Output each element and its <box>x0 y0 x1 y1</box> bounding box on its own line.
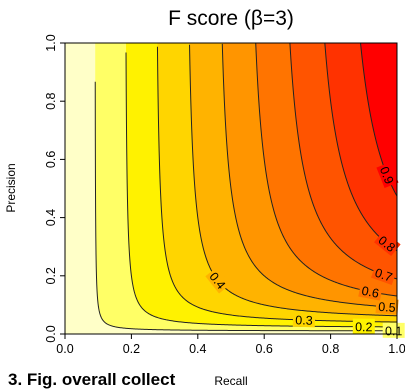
y-axis-label: Precision <box>4 163 18 212</box>
svg-text:0.1: 0.1 <box>385 324 402 338</box>
x-tick-label: 0.4 <box>189 342 206 356</box>
contour-label-0.6: 0.6 <box>358 281 383 301</box>
y-tick-label: 0.4 <box>44 209 58 226</box>
y-tick-label: 0.6 <box>44 151 58 168</box>
x-tick-label: 0.2 <box>123 342 140 356</box>
figure-caption: 3. Fig. overall collect <box>8 370 176 389</box>
x-tick-label: 0.0 <box>56 342 73 356</box>
contour-labels: 0.10.20.30.40.50.60.70.80.9 <box>205 162 405 338</box>
x-tick-label: 0.6 <box>256 342 273 356</box>
contour-line-0.3 <box>156 46 397 323</box>
chart-title: F score (β=3) <box>168 7 294 30</box>
contour-label-0.7: 0.7 <box>370 263 397 285</box>
y-tick-label: 0.0 <box>44 325 58 342</box>
svg-text:0.3: 0.3 <box>295 313 313 328</box>
contour-label-0.3: 0.3 <box>292 311 316 328</box>
plot-frame <box>64 42 398 335</box>
contour-line-0.7 <box>289 43 397 280</box>
svg-text:0.7: 0.7 <box>373 266 394 285</box>
x-axis-label: Recall <box>214 374 247 388</box>
x-tick-label: 0.8 <box>322 342 339 356</box>
y-tick-label: 0.2 <box>44 267 58 284</box>
y-axis: 0.0 0.2 0.4 0.6 0.8 1.0 <box>44 34 65 343</box>
contour-line-0.1 <box>94 81 397 332</box>
contour-line-0.4 <box>189 44 397 317</box>
svg-text:0.5: 0.5 <box>378 300 396 315</box>
contour-label-0.5: 0.5 <box>375 298 399 315</box>
contour-line-0.2 <box>125 52 397 328</box>
contour-label-0.9: 0.9 <box>376 162 399 189</box>
contour-label-0.1: 0.1 <box>382 322 405 338</box>
svg-text:0.6: 0.6 <box>360 284 380 301</box>
svg-text:0.2: 0.2 <box>355 320 372 334</box>
contour-fills <box>65 43 397 334</box>
contour-label-0.2: 0.2 <box>352 318 375 334</box>
contour-line-0.8 <box>324 43 397 252</box>
y-tick-label: 1.0 <box>44 34 58 51</box>
contour-band-9 <box>360 43 397 197</box>
x-axis: 0.0 0.2 0.4 0.6 0.8 1.0 <box>56 334 405 356</box>
x-tick-label: 1.0 <box>388 342 405 356</box>
y-tick-label: 0.8 <box>44 92 58 109</box>
contour-line-0.5 <box>221 43 397 309</box>
svg-text:0.9: 0.9 <box>377 165 396 186</box>
